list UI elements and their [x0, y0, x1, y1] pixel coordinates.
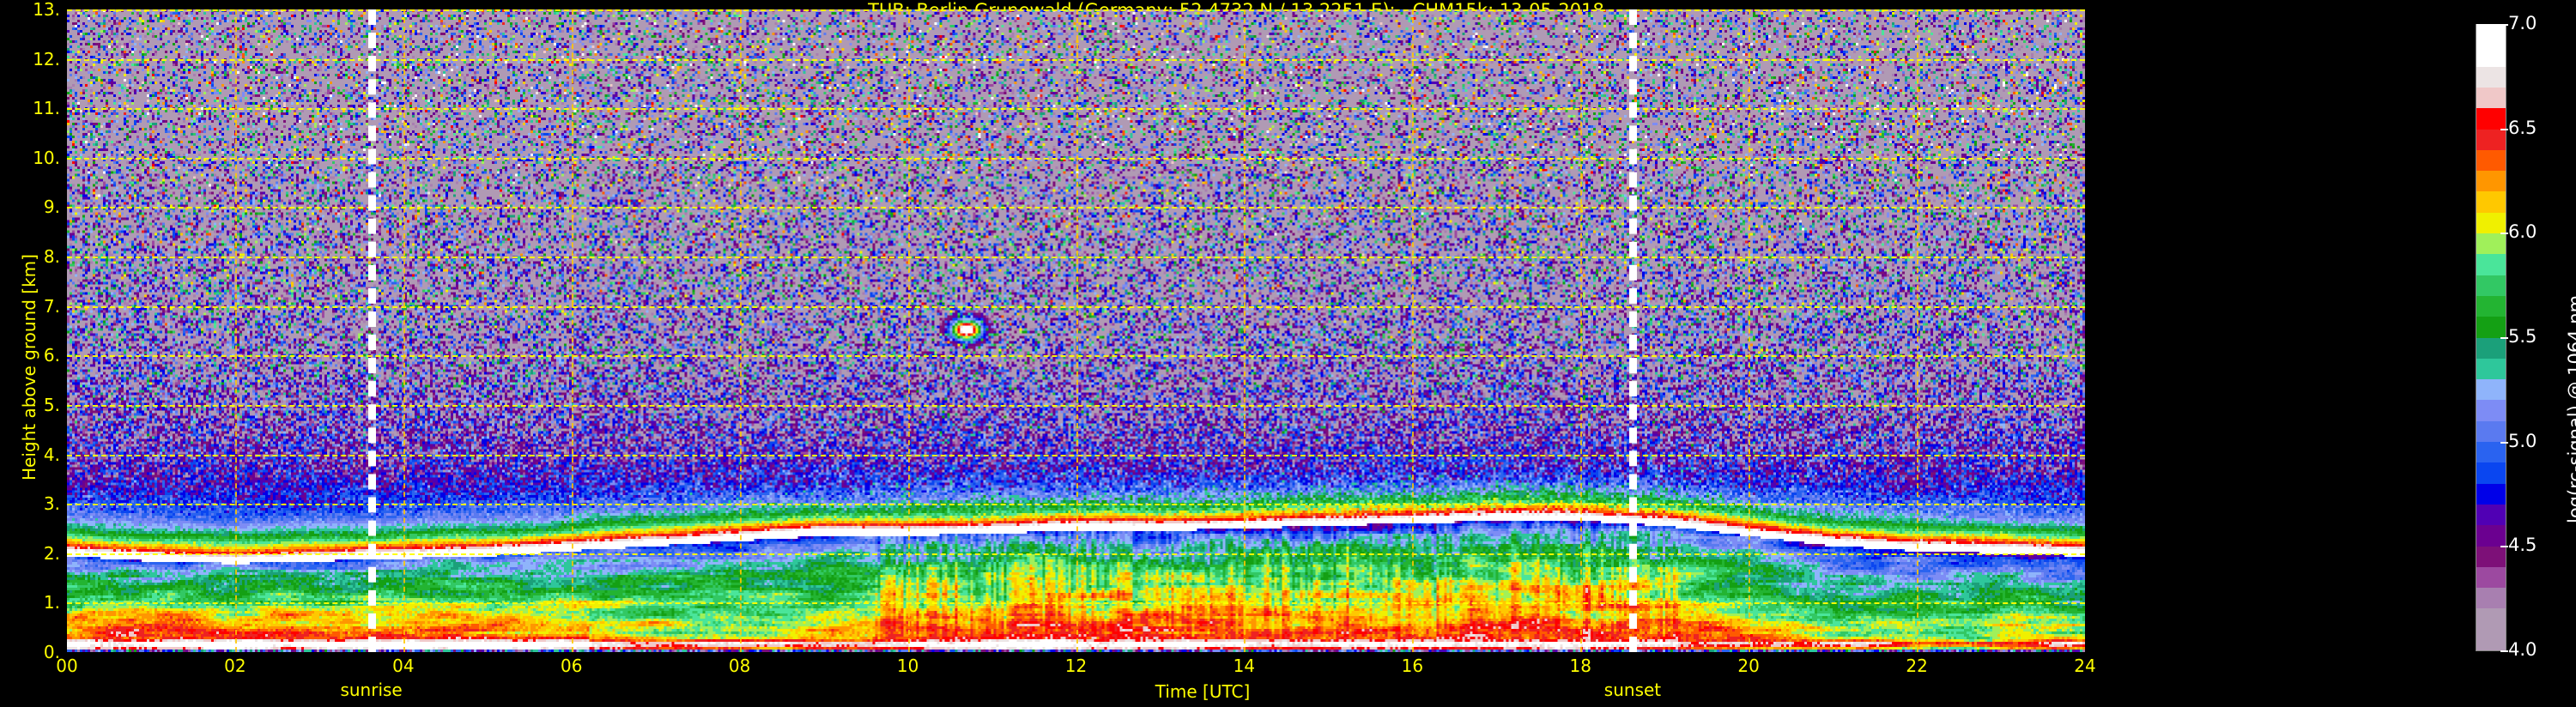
colorbar-band — [2476, 107, 2506, 130]
colorbar-band — [2476, 253, 2506, 275]
colorbar-band — [2476, 545, 2506, 567]
event-line-sunset — [1628, 9, 1637, 652]
gridlines — [67, 9, 2085, 652]
colorbar — [2476, 24, 2506, 651]
colorbar-band — [2476, 128, 2506, 150]
x-tick-label: 18 — [1569, 656, 1591, 676]
y-tick-label: 0. — [43, 642, 60, 662]
colorbar-band — [2476, 212, 2506, 233]
gridline-v — [739, 9, 742, 652]
y-tick-label: 11. — [33, 98, 60, 119]
gridline-v — [1749, 9, 1751, 652]
colorbar-band — [2476, 504, 2506, 526]
colorbar-band — [2476, 629, 2506, 650]
colorbar-tick-mark — [2500, 441, 2508, 444]
colorbar-tick-mark — [2500, 650, 2508, 652]
colorbar-band — [2476, 190, 2506, 213]
colorbar-band — [2476, 316, 2506, 338]
y-tick-label: 8. — [43, 246, 60, 268]
x-tick-label: 10 — [896, 656, 919, 676]
gridline-v — [1580, 9, 1583, 652]
colorbar-band — [2476, 483, 2506, 505]
x-tick-label: 16 — [1401, 656, 1424, 676]
colorbar-band — [2476, 66, 2506, 88]
x-tick-label: 12 — [1064, 656, 1088, 676]
colorbar-band — [2476, 399, 2506, 421]
colorbar-tick-label: 5.5 — [2508, 326, 2537, 347]
x-tick-label: 02 — [224, 656, 246, 676]
colorbar-band — [2476, 607, 2506, 630]
gridline-v — [403, 9, 405, 652]
y-tick-label: 2. — [43, 542, 60, 564]
colorbar-band — [2476, 358, 2506, 380]
colorbar-band — [2476, 170, 2506, 192]
x-tick-label: 20 — [1737, 656, 1760, 676]
y-tick-label: 4. — [43, 444, 60, 465]
colorbar-tick-label: 7.0 — [2508, 13, 2537, 33]
x-tick-label: 06 — [561, 656, 583, 676]
y-tick-label: 10. — [33, 147, 60, 168]
colorbar-tick-label: 4.5 — [2508, 535, 2537, 556]
y-tick-label: 1. — [43, 592, 60, 613]
event-label-sunrise: sunrise — [340, 680, 403, 700]
colorbar-tick-mark — [2500, 24, 2508, 26]
colorbar-tick-label: 6.0 — [2508, 221, 2537, 243]
x-tick-label: 00 — [56, 656, 78, 676]
colorbar-tick-mark — [2500, 546, 2508, 548]
x-tick-label: 08 — [728, 656, 751, 676]
colorbar-band — [2476, 462, 2506, 484]
x-axis-label: Time [UTC] — [1155, 681, 1251, 702]
colorbar-tick-label: 5.0 — [2508, 430, 2537, 451]
y-tick-label: 9. — [43, 196, 60, 218]
colorbar-band — [2476, 45, 2506, 67]
colorbar-tick-label: 6.5 — [2508, 117, 2537, 138]
y-tick-label: 6. — [43, 345, 60, 366]
colorbar-band — [2476, 24, 2506, 46]
colorbar-band — [2476, 524, 2506, 547]
x-tick-label: 24 — [2074, 656, 2096, 676]
x-tick-label: 14 — [1233, 656, 1256, 676]
colorbar-band — [2476, 233, 2506, 255]
colorbar-band — [2476, 378, 2506, 401]
gridline-v — [234, 9, 237, 652]
y-tick-label: 13. — [33, 0, 60, 20]
lidar-heatmap-plot — [67, 9, 2085, 652]
gridline-v — [571, 9, 573, 652]
colorbar-tick-mark — [2500, 233, 2508, 235]
y-tick-label: 12. — [33, 48, 60, 69]
colorbar-tick-mark — [2500, 337, 2508, 339]
x-tick-label: 22 — [1906, 656, 1928, 676]
colorbar-band — [2476, 587, 2506, 609]
gridline-v — [1412, 9, 1415, 652]
event-line-sunrise — [367, 9, 376, 652]
colorbar-band — [2476, 87, 2506, 109]
gridline-v — [1917, 9, 1919, 652]
colorbar-band — [2476, 149, 2506, 172]
colorbar-band — [2476, 275, 2506, 296]
gridline-v — [907, 9, 910, 652]
colorbar-band — [2476, 420, 2506, 442]
gridline-v — [1244, 9, 1246, 652]
colorbar-band — [2476, 441, 2506, 463]
colorbar-label: log(rc-signal) @ 1064 nm — [2565, 294, 2576, 523]
x-tick-label: 04 — [392, 656, 415, 676]
colorbar-band — [2476, 295, 2506, 317]
y-tick-label: 5. — [43, 394, 60, 415]
colorbar-band — [2476, 336, 2506, 359]
colorbar-tick-label: 4.0 — [2508, 639, 2537, 660]
gridline-v — [1076, 9, 1078, 652]
y-tick-label: 3. — [43, 493, 60, 515]
colorbar-tick-mark — [2500, 128, 2508, 130]
colorbar-band — [2476, 566, 2506, 589]
event-label-sunset: sunset — [1603, 680, 1662, 700]
y-axis-label: Height above ground [km] — [19, 254, 39, 480]
y-tick-label: 7. — [43, 295, 60, 317]
